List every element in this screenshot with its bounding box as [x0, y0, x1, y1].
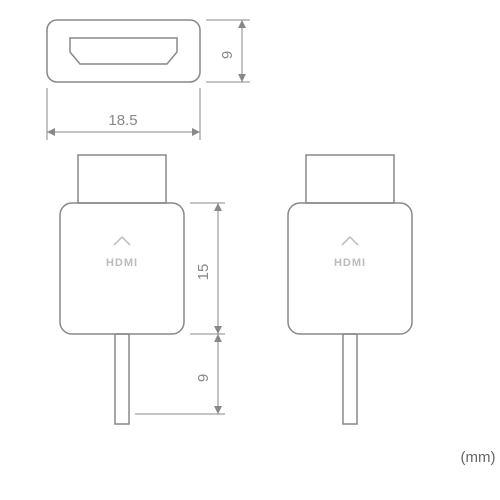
- hdmi-label-left: HDMI: [106, 257, 138, 269]
- connector-left: HDMI: [60, 155, 184, 424]
- dim-body-value: 15: [195, 264, 212, 281]
- port-inner: [70, 38, 177, 64]
- dim-cable-value: 9: [195, 374, 212, 382]
- dim-cable: 9: [135, 334, 225, 414]
- connector-right: HDMI: [288, 155, 412, 424]
- unit-label: (mm): [461, 449, 496, 466]
- dim-body: 15: [190, 203, 225, 334]
- dim-width: 18.5: [47, 88, 200, 140]
- dim-height: 9: [206, 20, 250, 82]
- dim-width-value: 18.5: [108, 112, 137, 129]
- hdmi-label-right: HDMI: [334, 257, 366, 269]
- dim-height-value: 9: [219, 51, 236, 59]
